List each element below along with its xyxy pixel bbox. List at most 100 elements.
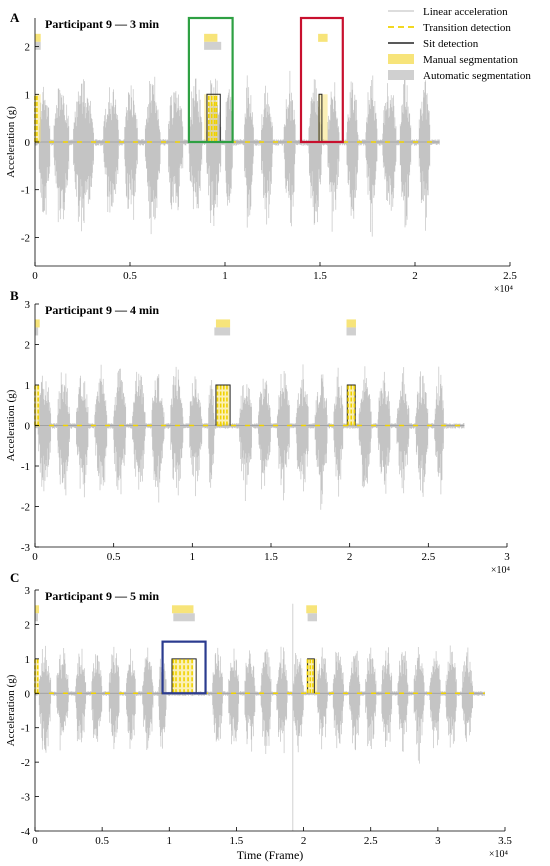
x-tick-label: 1.5 [313,270,327,282]
sit-detection-step [206,93,221,142]
y-tick-label: -3 [21,542,31,554]
manual-segment-region [318,94,328,142]
y-tick-label: -2 [21,502,30,514]
legend-label: Manual segmentation [423,54,519,66]
legend-item: Manual segmentation [388,54,519,66]
series-linear-acceleration [34,70,440,237]
x-tick-label: 1.5 [264,551,278,563]
x-tick-label: 0 [32,270,38,282]
y-axis-label: Acceleration (g) [5,389,17,461]
panel-label: A [10,10,20,25]
y-tick-label: 3 [25,299,31,311]
y-tick-label: 1 [25,380,31,392]
manual-segment-region [35,94,41,142]
chart-title: Participant 9 — 4 min [45,303,159,317]
legend-label: Automatic segmentation [423,70,531,82]
legend-item: Linear acceleration [388,6,508,18]
manual-segment-region [35,658,40,694]
y-axis-label: Acceleration (g) [5,674,17,746]
y-tick-label: 2 [25,42,31,54]
manual-segment-region [171,658,194,694]
legend-item: Sit detection [388,38,479,50]
chart-panel-c: C 0 0.5 1 1.5 2 2.5 3 3.5 -4 -3 -2 -1 0 1 2 3 ×10⁴ Partici… [5,570,512,862]
x-tick-label: 0.5 [107,551,121,563]
y-tick-label: -3 [21,792,31,804]
manual-segment [35,605,40,614]
panel-label: B [10,288,19,303]
manual-segment [318,33,328,42]
automatic-segment [35,613,38,622]
x-tick-label: 0.5 [123,270,137,282]
y-tick-label: 1 [25,654,31,666]
manual-segment [35,319,40,328]
manual-segment [215,319,231,328]
x-tick-label: 1 [167,835,173,847]
x-tick-label: 2.5 [421,551,435,563]
y-tick-label: -1 [21,185,30,197]
x-tick-label: 3 [435,835,441,847]
sit-detection-step [215,384,231,426]
y-tick-label: -1 [21,461,30,473]
highlight-box [187,16,234,144]
manual-segment [204,33,218,42]
x-multiplier: ×10⁴ [489,849,509,860]
highlight-box [161,640,207,695]
panel-label: C [10,570,19,585]
x-tick-label: 2.5 [364,835,378,847]
y-tick-label: 0 [25,137,31,149]
series-linear-acceleration [34,645,485,764]
x-tick-label: 1 [222,270,228,282]
y-axis-label: Acceleration (g) [5,106,17,178]
x-tick-label: 1.5 [230,835,244,847]
chart-title: Participant 9 — 3 min [45,17,159,31]
legend: Linear acceleration Transition detection S… [388,6,531,82]
linear-acceleration-trace [34,70,440,237]
x-tick-label: 1 [190,551,196,563]
x-tick-label: 2 [301,835,307,847]
sit-detection-step [307,658,315,694]
legend-swatch [388,70,414,80]
manual-segment-region [204,94,218,142]
x-multiplier: ×10⁴ [494,284,514,295]
automatic-segment [214,327,231,336]
x-tick-label: 3.5 [498,835,512,847]
y-tick-label: 0 [25,688,31,700]
legend-swatch [388,54,414,64]
y-tick-label: 2 [25,619,31,631]
y-tick-label: -2 [21,757,30,769]
legend-item: Transition detection [388,22,511,34]
automatic-segment [346,327,356,336]
x-tick-label: 0.5 [95,835,109,847]
x-tick-label: 3 [504,551,510,563]
chart-panel-a: A 0 0.5 1 1.5 2 2.5 -2 -1 0 1 2 ×10⁴ Participant 9 — … [5,10,517,295]
x-tick-label: 0 [32,551,38,563]
chart-title: Participant 9 — 5 min [45,589,159,603]
x-tick-label: 2 [412,270,418,282]
highlight-box [299,16,344,144]
x-axis-label: Time (Frame) [237,848,304,862]
sit-detection-step [318,93,323,142]
y-tick-label: 3 [25,585,31,597]
y-tick-label: 1 [25,89,31,101]
automatic-segment [204,41,222,50]
x-tick-label: 2.5 [503,270,517,282]
linear-acceleration-trace [34,645,485,764]
legend-label: Linear acceleration [423,6,508,18]
legend-label: Transition detection [423,22,511,34]
automatic-segment [35,327,39,336]
manual-segment-region [306,658,317,694]
manual-segment [35,33,41,42]
manual-segment [306,605,317,614]
manual-segment [171,605,194,614]
x-tick-label: 0 [32,835,38,847]
y-tick-label: -1 [21,723,30,735]
y-tick-label: -4 [21,826,31,838]
y-tick-label: 0 [25,421,31,433]
y-tick-label: 2 [25,340,31,352]
chart-panel-b: B 0 0.5 1 1.5 2 2.5 3 -3 -2 -1 0 1 2 3 ×10⁴ Participant … [5,288,510,576]
y-tick-label: -2 [21,232,30,244]
manual-segment [346,319,356,328]
x-multiplier: ×10⁴ [491,565,511,576]
series-linear-acceleration [34,364,465,510]
